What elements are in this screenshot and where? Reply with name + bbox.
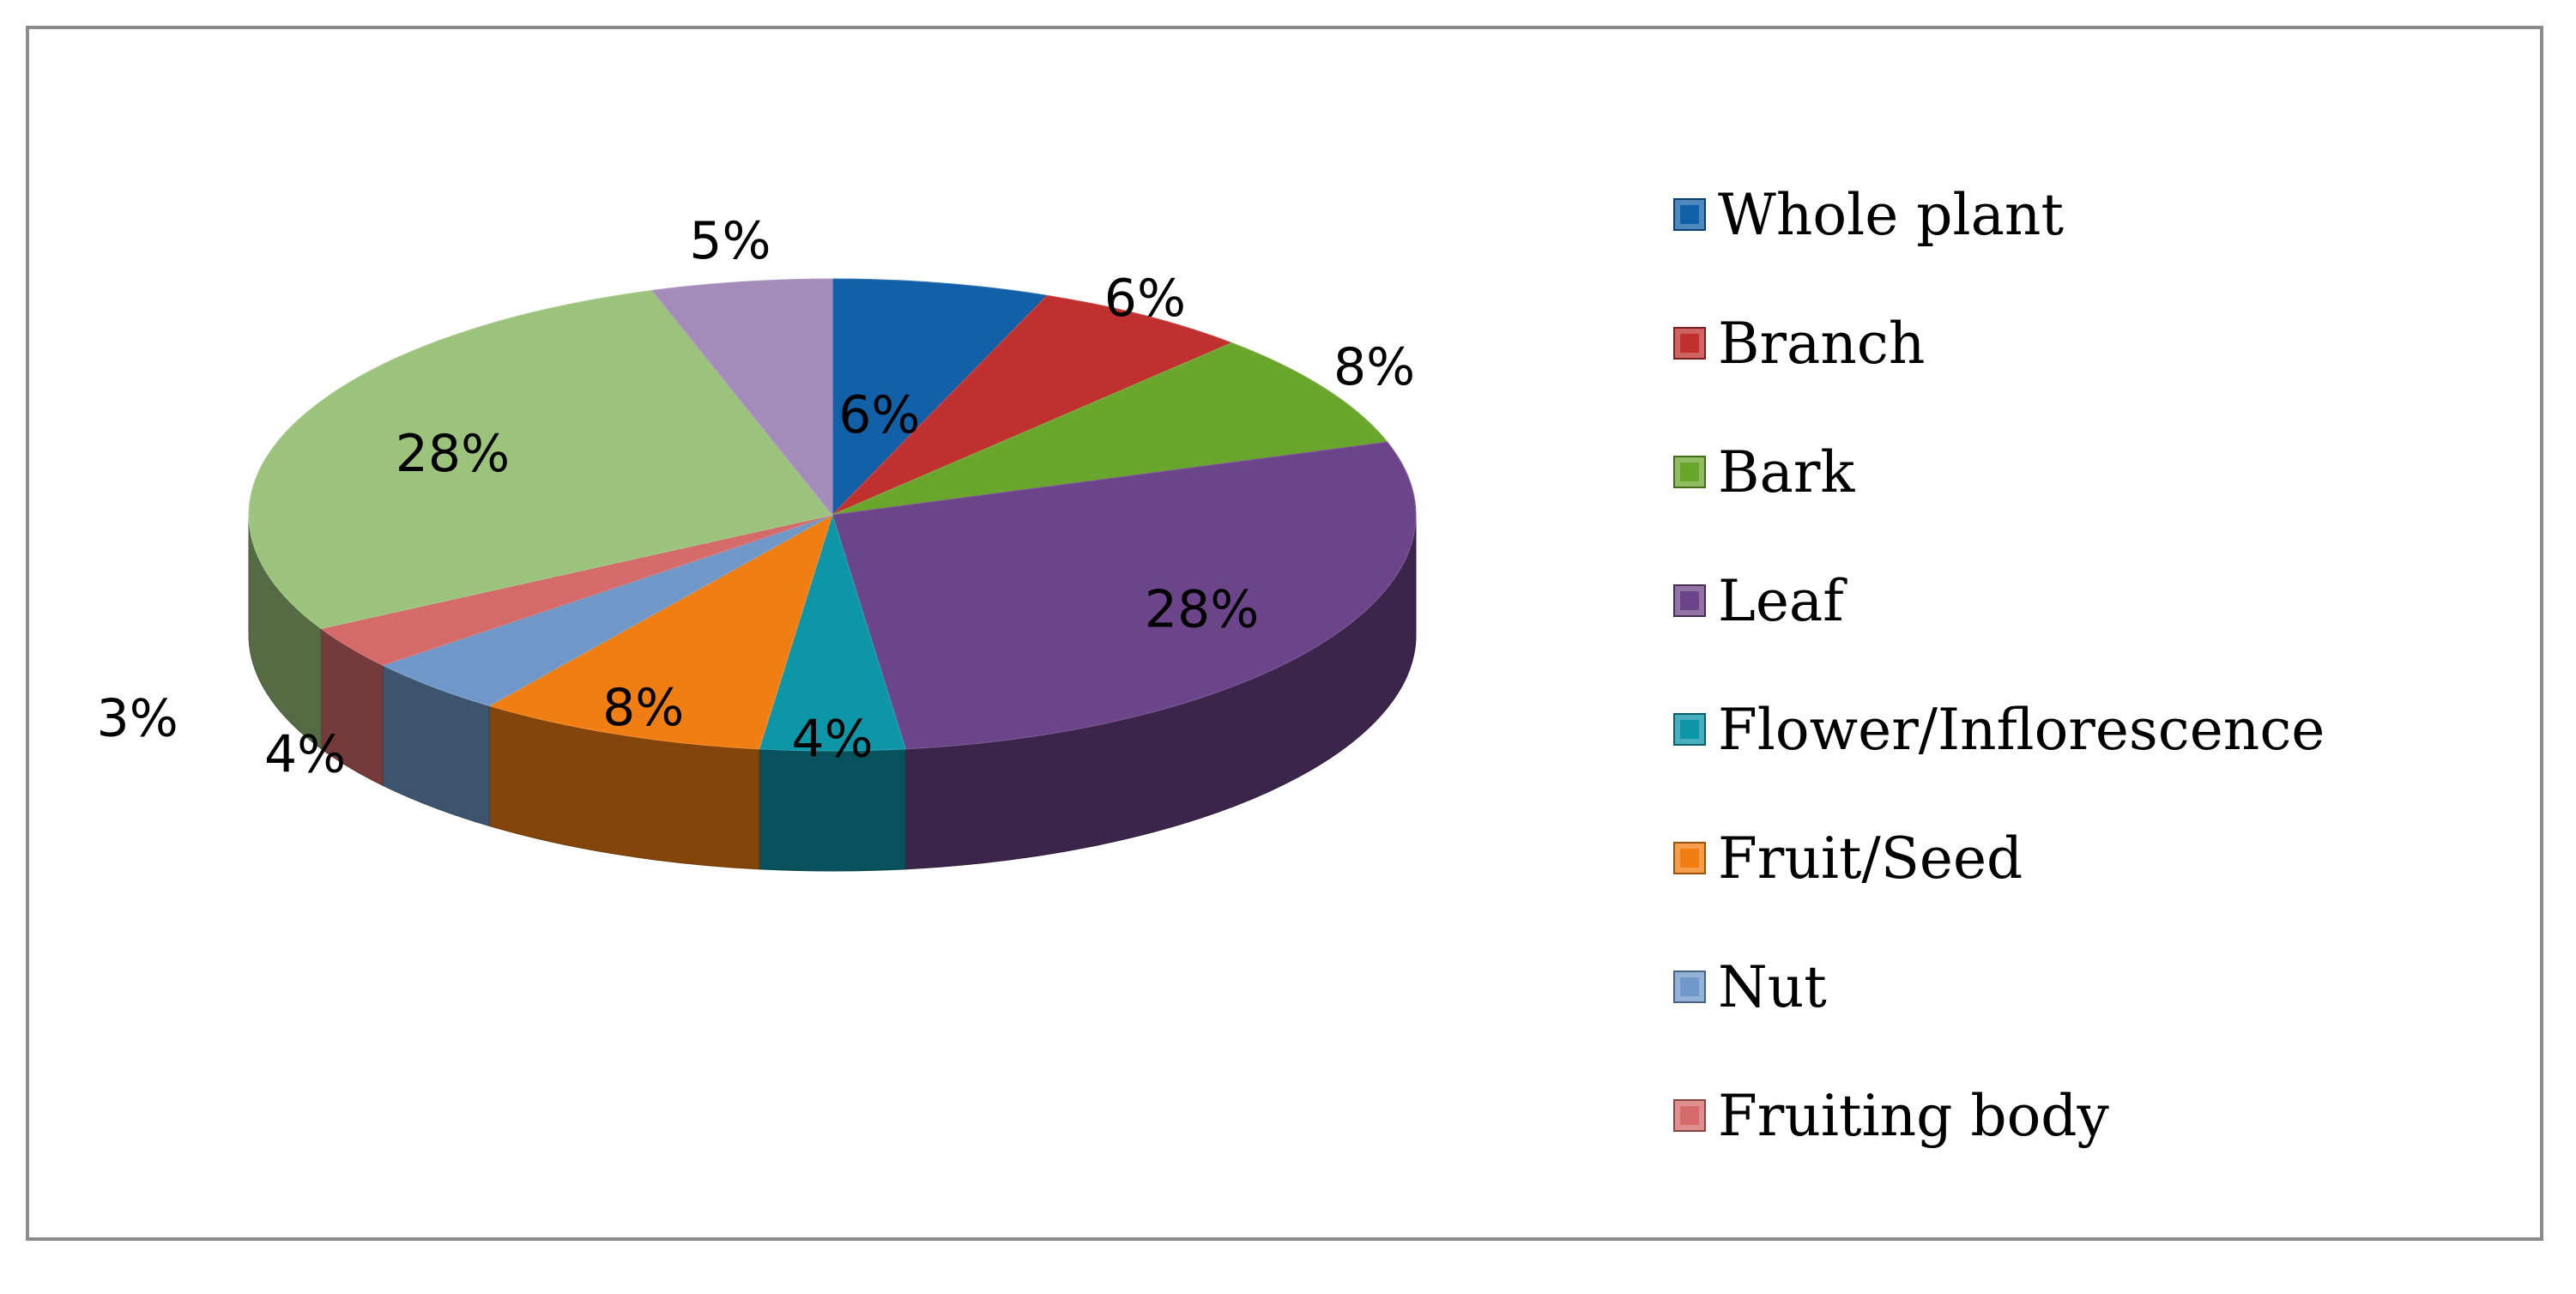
legend: Whole plant Branch Bark Leaf Flower/Inflores… [1673, 150, 2325, 1180]
legend-label: Nut [1718, 953, 1827, 1020]
legend-swatch [1673, 842, 1706, 874]
legend-item: Branch [1673, 279, 2325, 408]
slice-value-label: 8% [602, 678, 684, 738]
legend-swatch [1673, 198, 1706, 231]
legend-swatch [1673, 327, 1706, 360]
pie-slice-1 [831, 294, 1233, 516]
slice-value-label: 28% [396, 424, 510, 484]
pie-slice-2 [831, 342, 1388, 516]
legend-swatch [1673, 970, 1706, 1003]
legend-swatch [1673, 1099, 1706, 1132]
slice-value-label: 4% [791, 709, 873, 769]
legend-swatch [1673, 584, 1706, 617]
legend-item: Flower/Inflorescence [1673, 665, 2325, 794]
slice-value-label: 6% [1104, 269, 1186, 329]
pie-tops [248, 278, 1417, 752]
legend-item: Fruiting body [1673, 1051, 2325, 1180]
slice-value-label: 28% [1145, 580, 1259, 640]
pie-slice-8 [248, 289, 833, 630]
legend-label: Branch [1718, 310, 1926, 377]
pie-slice-3 [831, 441, 1417, 750]
pie-slice-5 [488, 513, 833, 750]
legend-label: Fruiting body [1718, 1082, 2109, 1149]
legend-swatch [1673, 456, 1706, 488]
legend-label: Leaf [1718, 567, 1844, 634]
legend-item: Nut [1673, 922, 2325, 1051]
legend-label: Fruit/Seed [1718, 825, 2023, 892]
legend-swatch [1673, 713, 1706, 746]
slice-value-label: 4% [264, 725, 346, 785]
pie-slice-0 [831, 278, 1049, 517]
slice-value-label: 6% [838, 385, 920, 445]
slice-value-label: 5% [689, 211, 771, 271]
legend-item: Bark [1673, 408, 2325, 536]
slice-value-label: 3% [97, 689, 178, 749]
legend-label: Bark [1718, 438, 1855, 505]
pie-slice-9 [650, 278, 833, 517]
legend-label: Flower/Inflorescence [1718, 696, 2325, 763]
legend-label: Whole plant [1718, 181, 2064, 248]
legend-item: Whole plant [1673, 150, 2325, 279]
pie-labels: 6% 6% 8% 28% 4% 8% 4% 3% 28% 5% [97, 211, 1416, 785]
legend-item: Leaf [1673, 536, 2325, 665]
slice-value-label: 8% [1333, 337, 1415, 397]
legend-item: Fruit/Seed [1673, 794, 2325, 922]
